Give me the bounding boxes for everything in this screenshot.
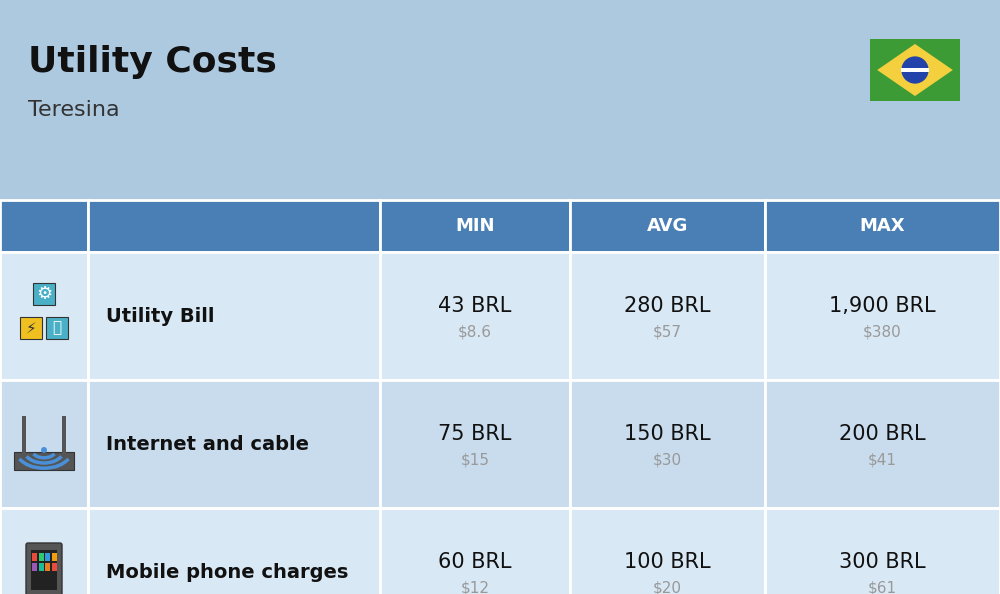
Bar [765, 508, 1000, 594]
Bar [570, 380, 765, 508]
Bar [0, 508, 88, 594]
Bar [380, 508, 570, 594]
Bar [570, 508, 765, 594]
Text: Utility Bill: Utility Bill [106, 307, 214, 326]
Bar [22, 416, 26, 454]
Bar [20, 317, 42, 339]
Text: 200 BRL: 200 BRL [839, 424, 926, 444]
Bar [52, 553, 56, 561]
Text: $12: $12 [460, 580, 490, 594]
Text: 150 BRL: 150 BRL [624, 424, 711, 444]
Text: $8.6: $8.6 [458, 324, 492, 340]
Bar [14, 452, 74, 470]
Text: $41: $41 [868, 453, 897, 467]
Text: MAX: MAX [860, 217, 905, 235]
Bar [570, 252, 765, 380]
Bar [62, 416, 66, 454]
Text: 💧: 💧 [53, 321, 62, 336]
Bar [88, 508, 380, 594]
Bar [33, 283, 55, 305]
Text: 280 BRL: 280 BRL [624, 296, 711, 316]
Bar [32, 553, 37, 561]
Bar [765, 200, 1000, 252]
Polygon shape [877, 44, 953, 96]
Text: 100 BRL: 100 BRL [624, 552, 711, 572]
Text: $57: $57 [653, 324, 682, 340]
Bar [38, 553, 44, 561]
Text: 75 BRL: 75 BRL [438, 424, 512, 444]
Text: MIN: MIN [455, 217, 495, 235]
Bar [45, 553, 50, 561]
Bar [380, 252, 570, 380]
Bar [0, 380, 88, 508]
Bar [46, 317, 68, 339]
Text: 43 BRL: 43 BRL [438, 296, 512, 316]
Text: 300 BRL: 300 BRL [839, 552, 926, 572]
Bar [45, 563, 50, 571]
Bar [0, 252, 88, 380]
Text: Internet and cable: Internet and cable [106, 434, 309, 453]
Text: $20: $20 [653, 580, 682, 594]
Text: 60 BRL: 60 BRL [438, 552, 512, 572]
Text: AVG: AVG [647, 217, 688, 235]
Text: Utility Costs: Utility Costs [28, 45, 277, 79]
Bar [88, 252, 380, 380]
Text: $30: $30 [653, 453, 682, 467]
Bar [901, 68, 929, 72]
Text: Mobile phone charges: Mobile phone charges [106, 563, 348, 582]
Bar [0, 200, 88, 252]
Bar [870, 39, 960, 101]
Bar [765, 252, 1000, 380]
Bar [765, 380, 1000, 508]
Bar [52, 563, 56, 571]
Text: $380: $380 [863, 324, 902, 340]
Text: Teresina: Teresina [28, 100, 120, 120]
Bar [32, 563, 37, 571]
Bar [38, 563, 44, 571]
FancyBboxPatch shape [26, 543, 62, 594]
Bar [380, 200, 570, 252]
Bar [570, 200, 765, 252]
Bar [380, 380, 570, 508]
Circle shape [901, 56, 929, 84]
Text: ⚡: ⚡ [25, 321, 36, 336]
Bar [31, 550, 57, 590]
Text: ⚙: ⚙ [36, 285, 52, 303]
Bar [88, 380, 380, 508]
Circle shape [41, 447, 47, 453]
Text: $15: $15 [460, 453, 490, 467]
Text: 1,900 BRL: 1,900 BRL [829, 296, 936, 316]
Text: $61: $61 [868, 580, 897, 594]
Bar [88, 200, 380, 252]
